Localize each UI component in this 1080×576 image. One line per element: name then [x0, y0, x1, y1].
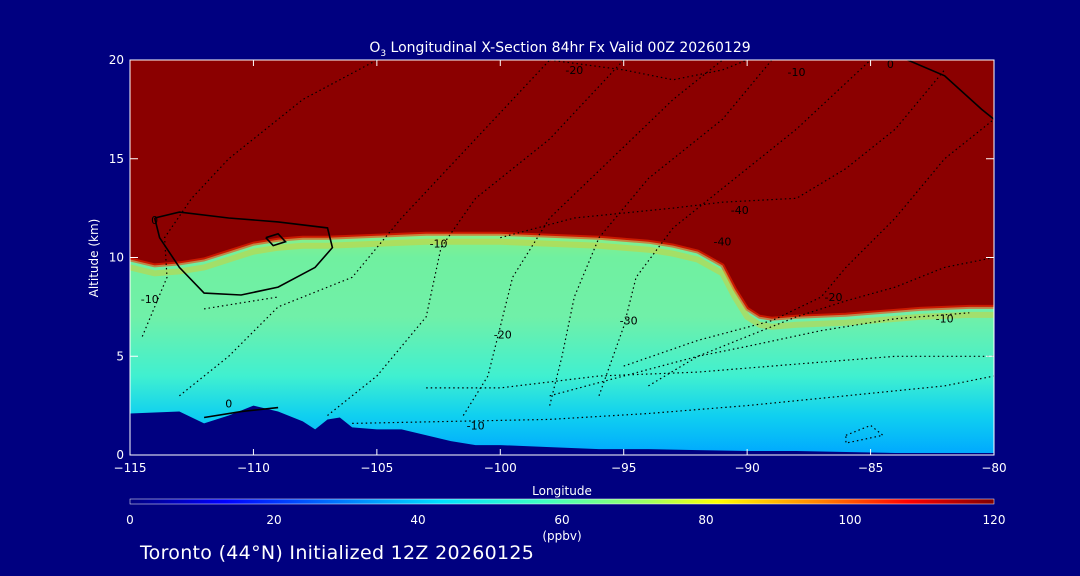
y-axis: 0 5 10 15 20	[109, 53, 994, 462]
contour-label: 0	[887, 58, 894, 71]
contour-line-dotted	[648, 256, 994, 387]
contour-line-dotted	[623, 118, 994, 367]
x-tick-label: −115	[114, 461, 147, 475]
contour-label: -40	[713, 236, 731, 249]
y-tick-label: 10	[109, 251, 124, 265]
contour-line-dotted	[141, 60, 378, 337]
contour-line-dotted	[598, 60, 872, 397]
y-tick-label: 0	[116, 448, 124, 462]
contour-line-dotted	[462, 60, 723, 416]
stratospheric-gradient-edge-outer	[130, 238, 994, 330]
contour-line-dotted	[549, 60, 773, 406]
stratospheric-ozone-region	[130, 60, 994, 319]
colorbar-tick-label: 120	[983, 513, 1006, 527]
colorbar-tick-label: 40	[410, 513, 425, 527]
y-tick-label: 5	[116, 349, 124, 363]
contour-line-dotted	[204, 296, 279, 310]
colorbar-unit-label: (ppbv)	[542, 529, 581, 543]
contour-label: -10	[467, 419, 485, 432]
x-tick-label: −85	[858, 461, 883, 475]
contour-line-dotted	[327, 60, 625, 416]
contour-label: -10	[788, 66, 806, 79]
contour-line-dotted	[500, 69, 946, 239]
y-axis-label: Altitude (km)	[87, 219, 101, 298]
colorbar-tick-label: 60	[554, 513, 569, 527]
contour-label: 0	[225, 398, 232, 411]
contour-line-zero	[907, 60, 994, 120]
contour-label: -20	[825, 291, 843, 304]
x-tick-label: −105	[360, 461, 393, 475]
x-tick-label: −90	[734, 461, 759, 475]
contour-label: -10	[936, 313, 954, 326]
contour-line-zero	[153, 211, 334, 296]
contour-lines	[141, 60, 994, 444]
colorbar-tick-label: 20	[266, 513, 281, 527]
colorbar-tick-label: 100	[839, 513, 862, 527]
colorbar	[129, 498, 995, 505]
y-tick-label: 15	[109, 152, 124, 166]
x-axis-label: Longitude	[532, 484, 592, 498]
contour-label: -10	[141, 293, 159, 306]
x-tick-label: −80	[981, 461, 1006, 475]
chart-title: O3 Longitudinal X-Section 84hr Fx Valid …	[369, 40, 750, 59]
contour-label: -30	[620, 315, 638, 328]
x-tick-label: −95	[611, 461, 636, 475]
contour-line-dotted	[549, 312, 970, 397]
plot-area: -20 -10 0 0 -40 -10 -40 -10 -20 -10 -30 -20 0 -10	[130, 58, 994, 455]
colorbar-tick-label: 0	[126, 513, 134, 527]
x-axis: −115 −110 −105 −100 −95 −90 −85 −80	[114, 60, 1007, 475]
x-tick-label: −110	[237, 461, 270, 475]
contour-label: 0	[151, 214, 158, 227]
colorbar-tick-label: 80	[698, 513, 713, 527]
initialization-footer: Toronto (44°N) Initialized 12Z 20260125	[140, 542, 535, 564]
contour-labels: -20 -10 0 0 -40 -10 -40 -10 -20 -10 -30 -20 0 -10	[141, 58, 954, 432]
y-tick-label: 20	[109, 53, 124, 67]
contour-label: -20	[494, 328, 512, 341]
contour-line-zero	[265, 232, 287, 247]
contour-line-zero	[203, 406, 279, 419]
colorbar-ticks: 0 20 40 60 80 100 120	[126, 513, 1005, 527]
stratospheric-gradient-edge	[130, 231, 994, 321]
contour-line-dotted	[352, 375, 994, 424]
contour-label: -40	[731, 204, 749, 217]
contour-label: -10	[430, 238, 448, 251]
x-tick-label: −100	[484, 461, 517, 475]
terrain-mask	[130, 405, 994, 455]
contour-line-dotted	[549, 60, 748, 81]
contour-line-dotted	[179, 60, 551, 397]
contour-label: -20	[565, 64, 583, 77]
